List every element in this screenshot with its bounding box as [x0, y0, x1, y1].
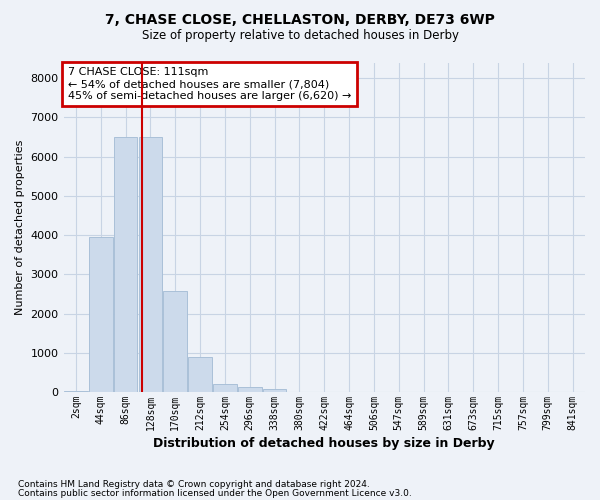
Text: Contains public sector information licensed under the Open Government Licence v3: Contains public sector information licen…: [18, 489, 412, 498]
Text: 7 CHASE CLOSE: 111sqm
← 54% of detached houses are smaller (7,804)
45% of semi-d: 7 CHASE CLOSE: 111sqm ← 54% of detached …: [68, 68, 351, 100]
Bar: [213, 384, 237, 392]
Text: Size of property relative to detached houses in Derby: Size of property relative to detached ho…: [142, 29, 458, 42]
Bar: [89, 237, 113, 392]
Text: Contains HM Land Registry data © Crown copyright and database right 2024.: Contains HM Land Registry data © Crown c…: [18, 480, 370, 489]
Y-axis label: Number of detached properties: Number of detached properties: [15, 140, 25, 315]
Text: 7, CHASE CLOSE, CHELLASTON, DERBY, DE73 6WP: 7, CHASE CLOSE, CHELLASTON, DERBY, DE73 …: [105, 12, 495, 26]
Bar: [114, 137, 137, 392]
Bar: [163, 291, 187, 392]
Bar: [188, 356, 212, 392]
Bar: [238, 387, 262, 392]
X-axis label: Distribution of detached houses by size in Derby: Distribution of detached houses by size …: [154, 437, 495, 450]
Bar: [139, 137, 162, 392]
Bar: [64, 391, 88, 392]
Bar: [263, 390, 286, 392]
